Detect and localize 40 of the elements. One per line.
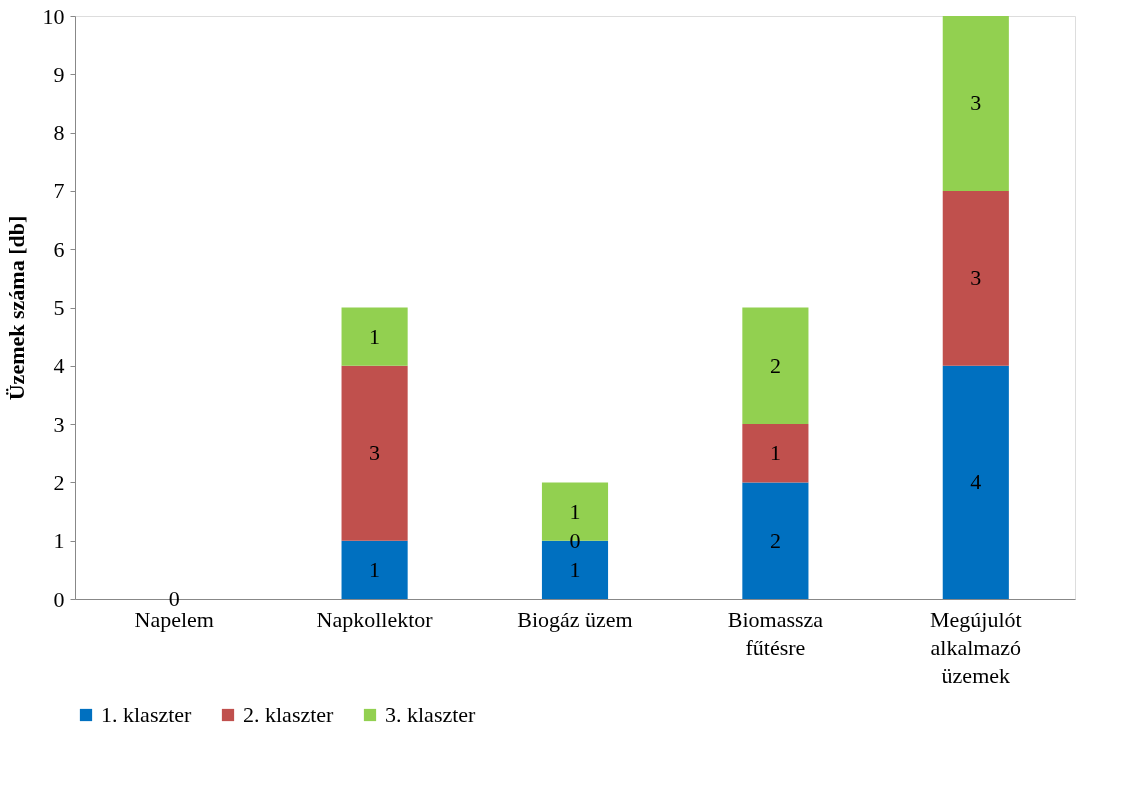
data-label: 3 — [970, 265, 982, 291]
bar — [341, 307, 408, 366]
x-tick-label: Napkollektor — [316, 606, 434, 632]
data-label: 2 — [769, 352, 781, 378]
data-label: 1 — [569, 556, 581, 582]
data-label: 1 — [569, 498, 581, 524]
data-label: 1 — [769, 440, 781, 466]
data-label: 2 — [769, 527, 781, 553]
legend-label: 3. klaszter — [385, 702, 477, 727]
y-tick-label: 7 — [53, 178, 65, 204]
y-tick-label: 1 — [53, 528, 65, 554]
x-tick-label: Biomassza fűtésre — [727, 606, 824, 660]
legend-label: 1. klaszter — [101, 702, 193, 727]
bar — [341, 365, 408, 541]
data-label: 1 — [369, 323, 381, 349]
bar — [942, 190, 1009, 366]
data-label: 4 — [970, 469, 982, 495]
y-axis-title: Üzemek száma [db] — [3, 215, 29, 401]
y-tick-label: 0 — [53, 586, 65, 612]
y-tick-label: 2 — [53, 469, 65, 495]
y-tick-label: 4 — [53, 353, 65, 379]
y-tick-label: 9 — [53, 61, 65, 87]
y-tick-label: 3 — [53, 411, 65, 437]
x-tick-label: Biogáz üzem — [517, 606, 633, 632]
legend-label: 2. klaszter — [243, 702, 335, 727]
bar — [942, 16, 1009, 191]
bar — [742, 307, 809, 425]
bar — [742, 424, 809, 483]
bar — [942, 365, 1009, 599]
data-label: 3 — [369, 440, 381, 466]
bar — [742, 482, 809, 599]
x-tick-label: Megújulót alkalmazó üzemek — [929, 606, 1022, 688]
data-label: 3 — [970, 90, 982, 116]
data-label: 1 — [369, 556, 381, 582]
y-tick-label: 8 — [53, 120, 65, 146]
y-tick-label: 6 — [53, 236, 65, 262]
bar — [341, 540, 408, 599]
y-tick-label: 10 — [42, 3, 65, 29]
data-label: 0 — [569, 527, 581, 553]
y-tick-label: 5 — [53, 295, 65, 320]
